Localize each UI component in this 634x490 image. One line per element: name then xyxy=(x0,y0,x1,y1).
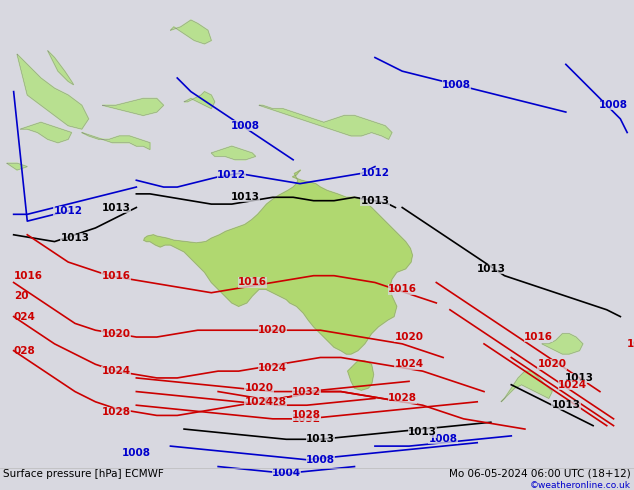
Text: 1013: 1013 xyxy=(306,434,335,444)
Text: 1008: 1008 xyxy=(599,100,628,110)
Text: 1008: 1008 xyxy=(306,455,335,465)
Text: 1013: 1013 xyxy=(101,202,131,213)
Polygon shape xyxy=(501,371,552,402)
Text: 1028: 1028 xyxy=(292,411,321,420)
Text: 1020: 1020 xyxy=(245,383,273,393)
Text: 1024: 1024 xyxy=(101,366,131,376)
Text: 20: 20 xyxy=(14,291,28,301)
Polygon shape xyxy=(211,146,256,160)
Text: 1020: 1020 xyxy=(101,329,131,339)
Text: 1013: 1013 xyxy=(565,373,594,383)
Text: 1032: 1032 xyxy=(292,387,321,396)
Text: 1012: 1012 xyxy=(361,169,389,178)
Polygon shape xyxy=(347,361,373,390)
Text: 024: 024 xyxy=(14,312,36,321)
Text: 1016: 1016 xyxy=(388,284,417,294)
Polygon shape xyxy=(82,132,150,149)
Text: 1028: 1028 xyxy=(101,407,131,417)
Text: 1020: 1020 xyxy=(538,359,567,369)
Text: ©weatheronline.co.uk: ©weatheronline.co.uk xyxy=(529,481,631,490)
Text: 1004: 1004 xyxy=(272,468,301,478)
Text: 1008: 1008 xyxy=(122,448,151,458)
Text: 028: 028 xyxy=(14,345,36,356)
Polygon shape xyxy=(20,122,72,143)
Text: 1013: 1013 xyxy=(552,400,580,410)
Text: Surface pressure [hPa] ECMWF: Surface pressure [hPa] ECMWF xyxy=(3,469,164,479)
Text: 1020: 1020 xyxy=(258,325,287,335)
Text: 1012: 1012 xyxy=(217,170,246,180)
Text: 1016: 1016 xyxy=(238,277,267,288)
Text: 101: 101 xyxy=(627,339,634,349)
Polygon shape xyxy=(17,54,89,129)
Text: 1028: 1028 xyxy=(388,393,417,403)
Text: 1016: 1016 xyxy=(524,332,553,342)
Text: 1024: 1024 xyxy=(258,363,287,373)
Polygon shape xyxy=(48,50,74,85)
Text: 1012: 1012 xyxy=(54,206,82,216)
Polygon shape xyxy=(184,92,215,109)
Text: 1013: 1013 xyxy=(476,264,505,274)
Text: 1013: 1013 xyxy=(60,233,89,243)
Polygon shape xyxy=(144,170,413,354)
Text: 1013: 1013 xyxy=(231,192,260,202)
Text: 1016: 1016 xyxy=(14,270,42,281)
Polygon shape xyxy=(102,98,164,116)
Text: 1013: 1013 xyxy=(408,427,437,438)
Text: 1024: 1024 xyxy=(394,359,424,369)
Text: 1008: 1008 xyxy=(231,121,260,131)
Polygon shape xyxy=(542,334,583,354)
Text: 1008: 1008 xyxy=(443,80,471,90)
Text: 1024: 1024 xyxy=(558,380,587,390)
Text: 1028: 1028 xyxy=(258,397,287,407)
Text: 1008: 1008 xyxy=(429,434,458,444)
Text: 1013: 1013 xyxy=(361,196,389,206)
Text: Mo 06-05-2024 06:00 UTC (18+12): Mo 06-05-2024 06:00 UTC (18+12) xyxy=(449,469,631,479)
Polygon shape xyxy=(171,20,211,44)
Polygon shape xyxy=(7,163,27,170)
Text: 1016: 1016 xyxy=(101,270,131,281)
Text: 1032: 1032 xyxy=(292,414,321,424)
Polygon shape xyxy=(259,105,392,139)
Text: 1024: 1024 xyxy=(245,397,274,407)
Text: 1020: 1020 xyxy=(394,332,424,342)
